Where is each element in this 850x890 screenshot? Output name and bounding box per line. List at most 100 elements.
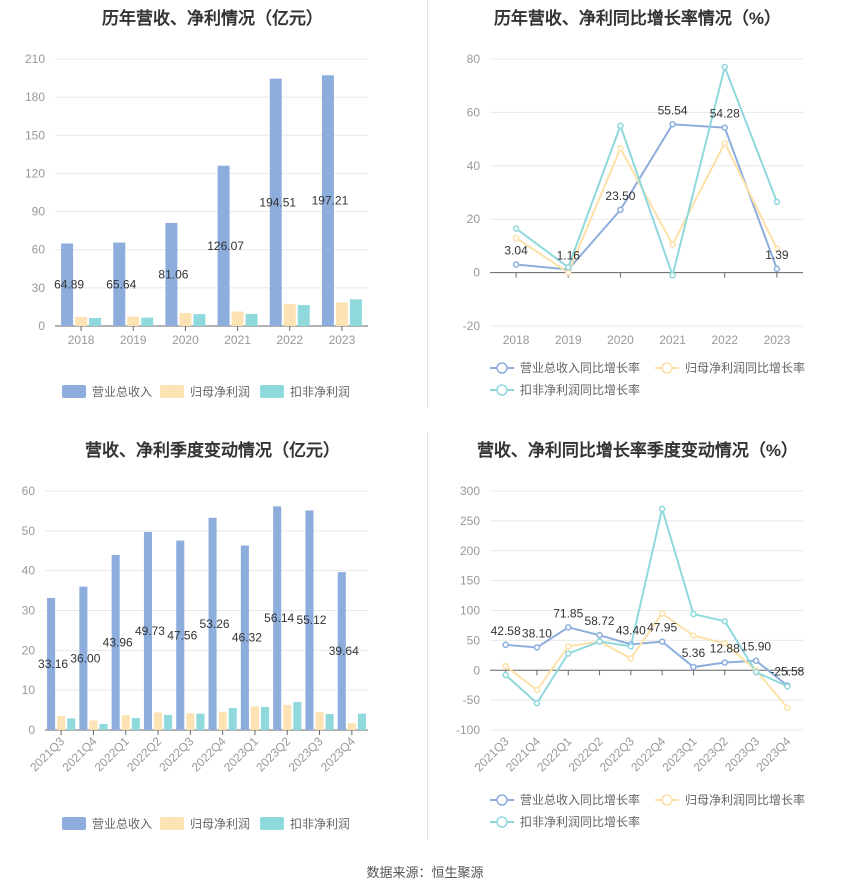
bar-deducted-profit [228,708,237,730]
data-point [627,643,635,650]
data-label: 1.39 [765,248,789,262]
data-point [784,683,791,690]
data-point [627,655,635,662]
series-line-revenue [515,123,778,271]
x-tick-label: 2021 [659,333,686,347]
data-label: 46.32 [232,631,262,645]
x-tick-label: 2023Q4 [753,734,793,774]
data-source: 数据来源：恒生聚源 [366,865,484,880]
bar-deducted-profit [325,714,334,730]
x-tick-label: 2021Q3 [27,734,67,774]
y-tick-label: 10 [22,683,36,697]
data-point [512,225,520,232]
data-point [617,122,624,129]
data-label: 81.06 [158,267,188,281]
series-line-net-profit [505,612,789,709]
x-tick-label: 2021Q4 [59,734,99,774]
data-point [669,241,676,248]
bar-deducted-profit [260,706,270,730]
bar-net-profit [57,716,66,730]
y-tick-label: 20 [22,643,36,657]
legend-label: 归母净利润 [190,385,250,399]
y-tick-label: 120 [25,166,45,180]
y-tick-label: 0 [473,266,480,280]
data-label: 47.56 [167,628,197,642]
y-tick-label: 0 [28,723,35,737]
data-label: 43.40 [616,623,646,637]
legend-label: 营业总收入同比增长率 [520,792,640,807]
bar-deducted-profit [349,299,362,326]
x-tick-label: 2023 [764,333,791,347]
y-tick-label: 50 [467,633,481,647]
legend-swatch [62,385,86,398]
bar-revenue [337,572,346,730]
data-label: 12.88 [710,642,740,656]
data-point [669,121,676,128]
data-point [512,234,520,242]
y-tick-label: -50 [463,693,481,707]
bar-net-profit [335,302,348,326]
series-line-deducted-profit [504,504,788,705]
y-tick-label: 200 [460,544,480,558]
data-label: 43.96 [103,635,133,649]
legend-label: 营业总收入 [92,817,152,831]
data-label: 197.21 [312,194,349,208]
legend-label: 归母净利润同比增长率 [685,360,805,375]
x-tick-label: 2019 [555,333,582,347]
series-line-deducted-profit [515,63,778,279]
bar-revenue [273,506,282,730]
y-tick-label: 60 [32,243,46,257]
y-tick-label: 40 [467,159,481,173]
x-tick-label: 2022Q4 [189,734,229,774]
bar-net-profit [89,720,98,730]
data-point [502,662,509,670]
data-label: 194.51 [259,195,296,209]
chart-title: 历年营收、净利情况（亿元） [102,9,323,28]
legend-swatch [260,817,284,830]
data-point [533,699,541,707]
bar-deducted-profit [357,713,366,730]
y-tick-label: 150 [25,128,45,142]
data-point [565,624,572,631]
data-point [721,659,728,666]
bar-revenue [217,165,230,326]
data-label: 64.89 [54,278,84,292]
bar-net-profit [75,316,88,326]
x-tick-label: 2018 [503,333,530,347]
series-line-net-profit [515,140,778,275]
bar-deducted-profit [193,314,206,326]
data-point [617,145,624,152]
y-tick-label: 20 [467,212,481,226]
bar-deducted-profit [196,713,205,730]
x-tick-label: 2023Q1 [221,734,261,774]
data-label: 54.28 [710,107,740,121]
legend-label: 营业总收入同比增长率 [520,360,640,375]
data-point [565,643,572,650]
bar-net-profit [218,711,227,730]
quarter-bar-panel: 营收、净利季度变动情况（亿元） 0 10 20 30 40 50 60 2021Q3 2021Q… [0,430,425,850]
data-label: -25.58 [770,665,804,679]
x-tick-label: 2022Q2 [124,734,164,774]
x-tick-label: 2022 [276,333,303,347]
bar-net-profit [179,313,192,326]
data-label: 38.10 [522,626,552,640]
bar-net-profit [121,715,130,730]
x-tick-label: 2023 [329,333,356,347]
data-point [512,261,520,268]
data-point [658,610,666,617]
data-label: 56.14 [264,611,294,625]
data-point [752,657,760,664]
data-label: 39.64 [329,644,359,658]
bar-net-profit [154,712,163,730]
x-tick-label: 2022Q3 [156,734,196,774]
data-point [669,272,676,279]
y-tick-label: 30 [22,604,36,618]
data-label: 3.04 [504,243,528,257]
bar-net-profit [347,723,356,730]
annual-line-chart: -20 0 20 40 60 80 2018 2019 2020 2021 2022 2023 3.04… [463,52,805,397]
quarter-bar-chart: 01020304050602021Q32021Q42022Q12022Q2202… [22,484,368,831]
annual-bar-panel: 历年营收、净利情况（亿元） 0 30 60 90 120 150 180 210 2018 201… [0,0,425,410]
x-tick-label: 2023Q2 [253,734,293,774]
legend-swatch-marker [496,384,508,396]
data-point [721,124,728,131]
